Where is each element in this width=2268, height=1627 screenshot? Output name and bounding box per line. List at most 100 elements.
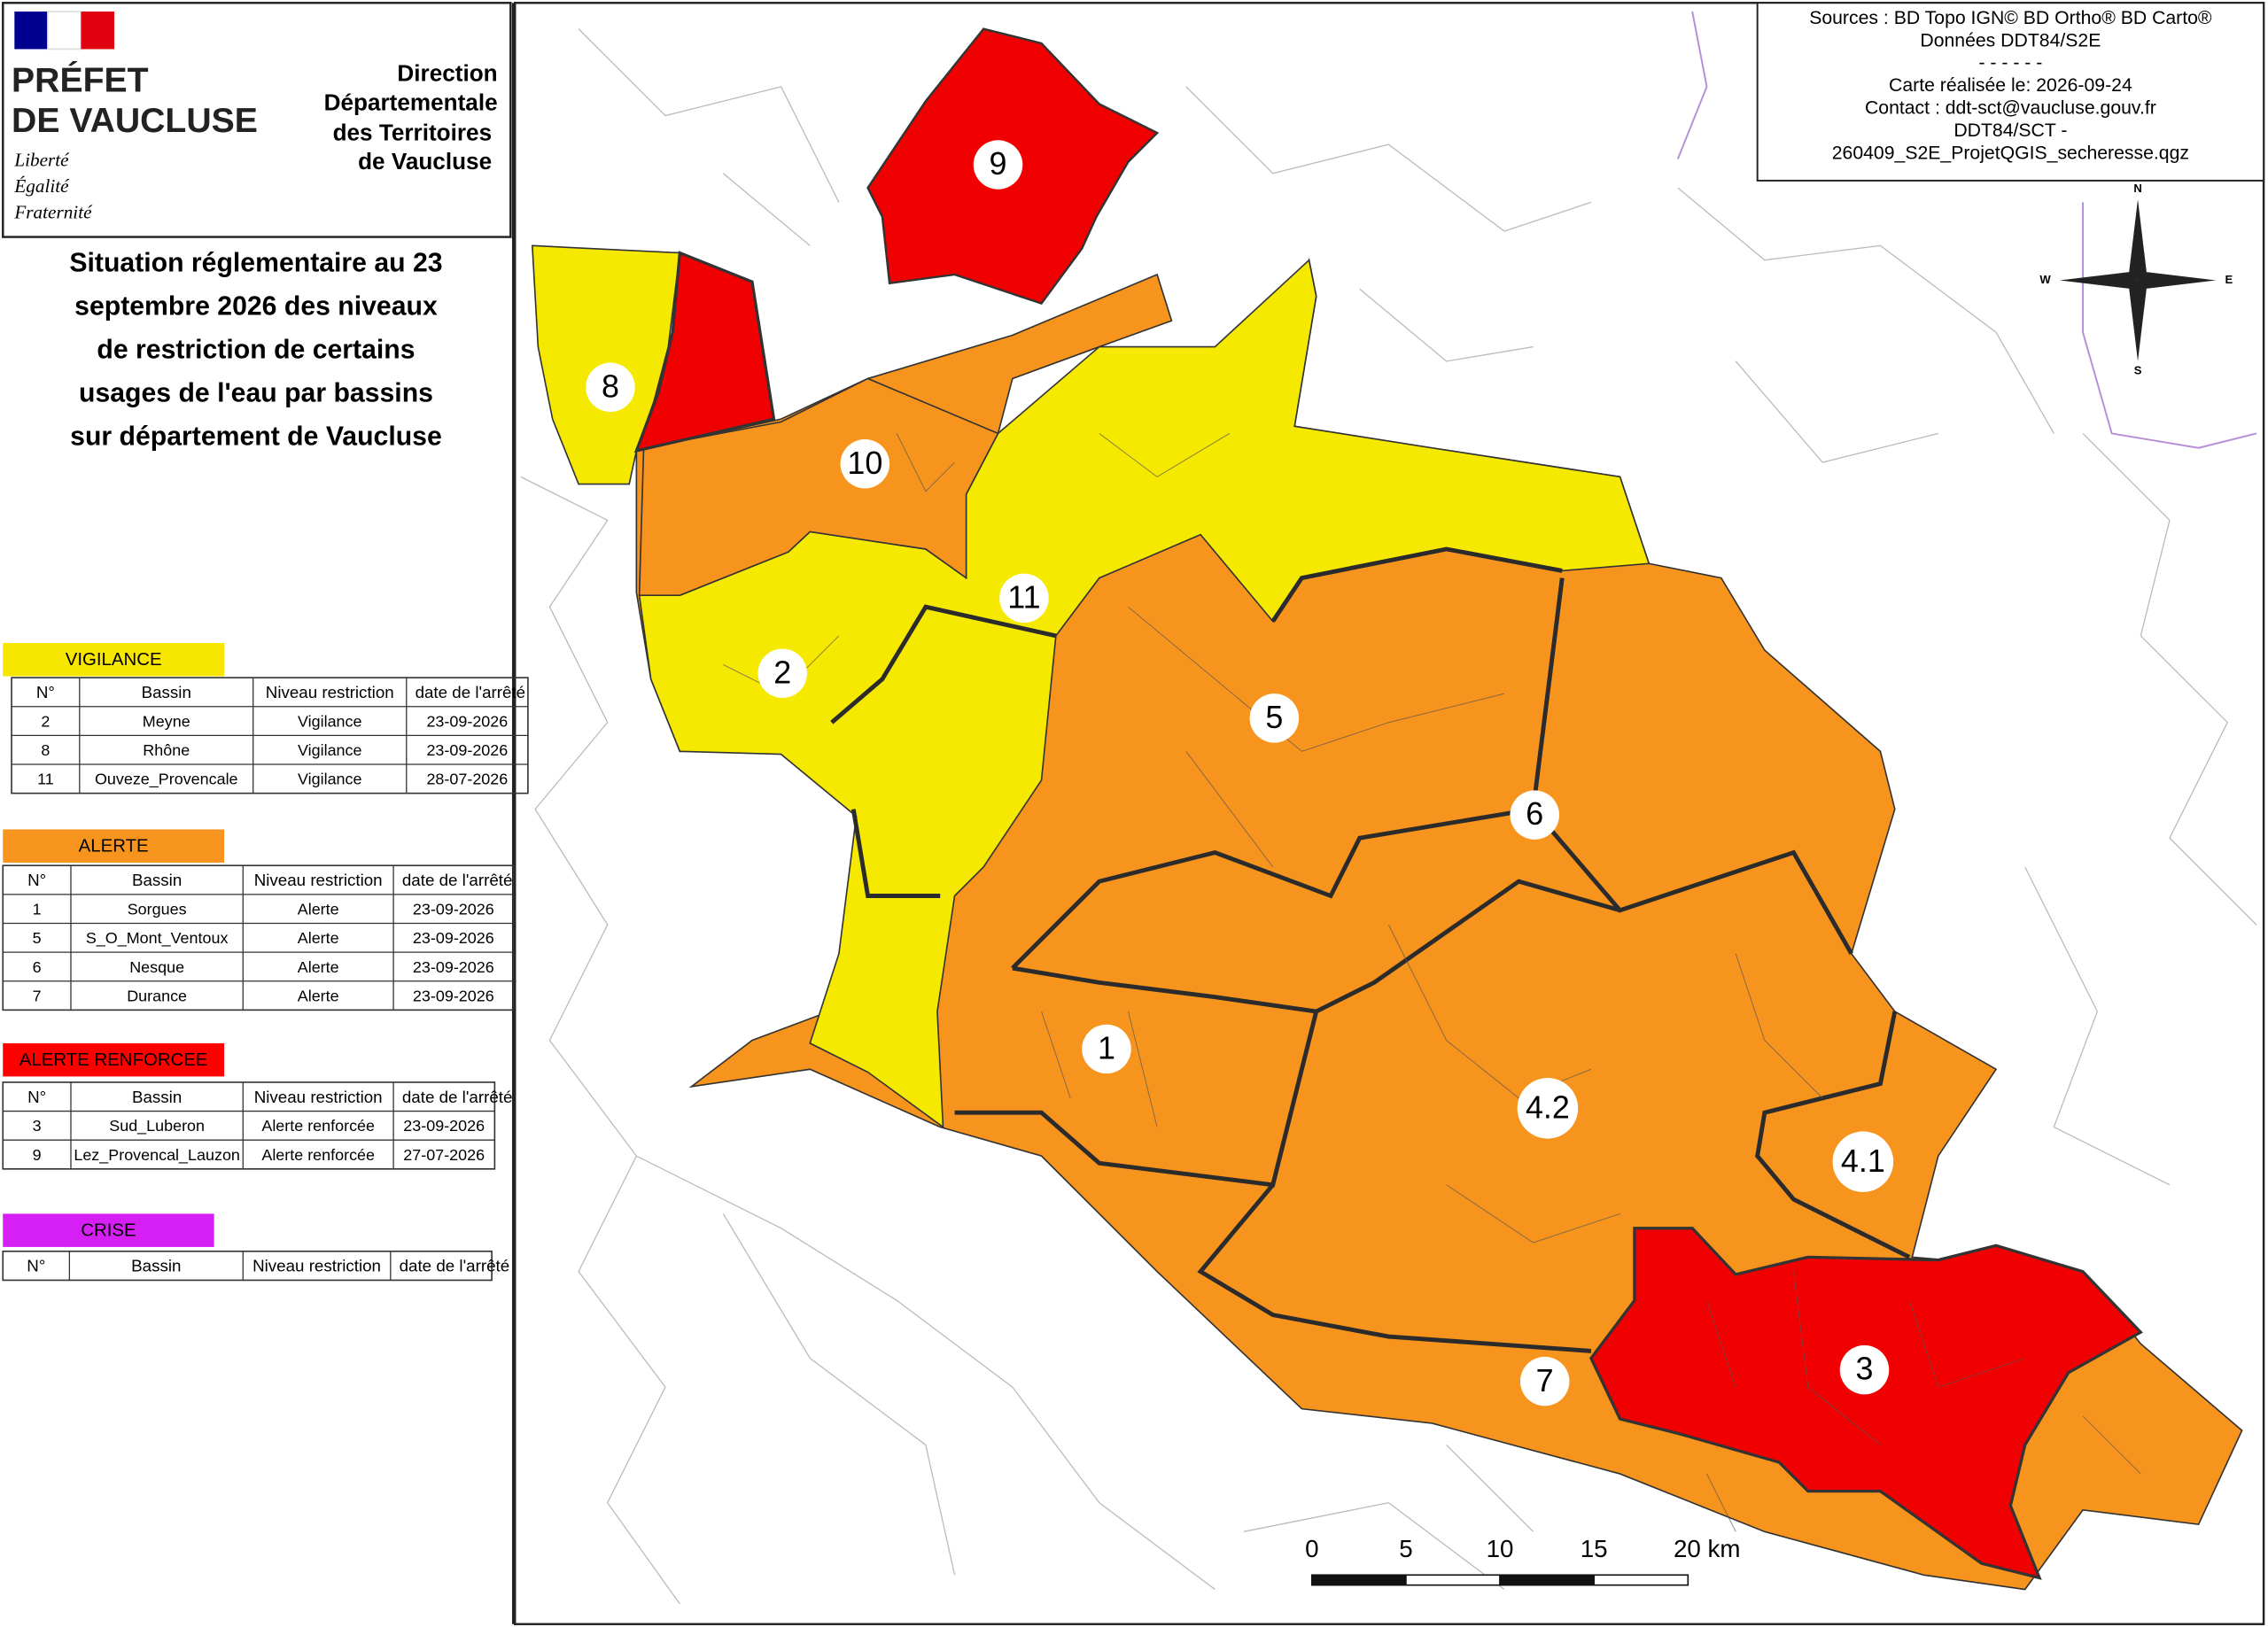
table-cell: 1 [33, 901, 42, 918]
source-line: Carte réalisée le: 2026-09-24 [1889, 75, 2132, 96]
basin-boundary [1270, 546, 1563, 623]
direction: Direction [397, 60, 497, 87]
commune-line [2024, 432, 2257, 1186]
commune-line [722, 1213, 956, 1576]
column-header: Niveau restriction [266, 683, 394, 701]
basin-boundary [1531, 808, 1853, 955]
column-header: date de l'arrêté [400, 1257, 510, 1275]
table-cell: 27-07-2026 [403, 1146, 485, 1164]
level-header [3, 1042, 225, 1077]
table-cell: 7 [33, 987, 42, 1004]
table-cell: Alerte [298, 901, 339, 918]
table-cell: Rhône [143, 741, 190, 759]
title-line: sur département de Vaucluse [70, 422, 442, 451]
basin-marker [973, 140, 1023, 190]
column-header: N° [36, 683, 55, 701]
column-header: N° [27, 871, 46, 889]
table-cell: 3 [33, 1117, 42, 1135]
basin-marker [1832, 1131, 1894, 1192]
basin-boundary [1755, 1011, 1911, 1259]
scale-label: 5 [1399, 1535, 1412, 1562]
map: 9 8 10 11 2 5 6 1 4.2 4.1 3 7 [520, 11, 2257, 1605]
commune-line [1677, 187, 2054, 463]
basin-label: 8 [602, 368, 619, 404]
direction: des Territoires [333, 120, 493, 146]
column-header: date de l'arrêté [402, 1088, 513, 1106]
title-line: usages de l'eau par bassins [79, 378, 433, 407]
title-line: septembre 2026 des niveaux [74, 291, 438, 321]
basin-label: 10 [847, 445, 882, 481]
table-cell: 9 [33, 1146, 42, 1164]
flag-red [81, 12, 114, 50]
motto: Liberté [13, 150, 70, 171]
sources: Sources : BD Topo IGN© BD Ortho® BD Cart… [1809, 8, 2212, 164]
table-cell: Vigilance [298, 741, 362, 759]
flag-blue [14, 12, 48, 50]
table-border [2, 1251, 493, 1282]
title-line: de restriction de certains [97, 335, 415, 364]
level-label: ALERTE RENFORCEE [19, 1050, 208, 1070]
basin-labels: 9 8 10 11 2 5 6 1 4.2 4.1 3 7 [586, 140, 1894, 1406]
table-cell: Alerte [298, 987, 339, 1004]
source-line: DDT84/SCT - [1953, 120, 2067, 141]
table-border [2, 1081, 496, 1170]
basin-boundary [850, 809, 941, 898]
table-cell: Sorgues [128, 901, 187, 918]
basin-marker [1519, 1356, 1570, 1406]
scale-segment [1593, 1574, 1689, 1586]
commune-line [520, 476, 680, 1605]
basin-label: 2 [773, 655, 791, 690]
level-header [3, 642, 225, 677]
table-cell: Nesque [129, 958, 184, 976]
column-header: Bassin [131, 1257, 181, 1275]
table-cell: 23-09-2026 [426, 741, 508, 759]
basin-label: 4.1 [1841, 1143, 1885, 1179]
basin-area-red [1589, 1227, 2143, 1580]
basin-label: 1 [1098, 1031, 1115, 1066]
basin-label: 6 [1526, 796, 1543, 832]
table-cell: Sud_Luberon [109, 1117, 205, 1135]
table-cell: 23-09-2026 [426, 712, 508, 730]
legend: VIGILANCE N° Bassin Niveau restriction date … [2, 642, 529, 1282]
commune-line [1243, 1444, 1534, 1591]
table-cell: 6 [33, 958, 42, 976]
source-line: Sources : BD Topo IGN© BD Ortho® BD Cart… [1809, 8, 2212, 28]
table-cell: 5 [33, 929, 42, 947]
basin-marker [1249, 693, 1300, 743]
compass-label: N [2133, 182, 2141, 195]
basin-marker [757, 648, 808, 698]
direction: Départementale [324, 89, 498, 115]
flag [14, 11, 114, 50]
table-cell: 11 [37, 771, 54, 788]
basin-label: 4.2 [1526, 1089, 1570, 1125]
basin-boundary [830, 604, 1057, 724]
scale-label: 15 [1581, 1535, 1608, 1562]
table-cell: Alerte renforcée [261, 1146, 375, 1164]
basin-marker [840, 438, 890, 489]
table-cell: Lez_Provencal_Lauzon [74, 1146, 240, 1165]
direction: de Vaucluse [358, 148, 492, 174]
compass-arrow [2138, 271, 2217, 290]
table-cell: 23-09-2026 [403, 1117, 485, 1135]
level-header [3, 1213, 214, 1247]
level-label: VIGILANCE [66, 650, 162, 670]
column-header: N° [27, 1088, 46, 1106]
source-line: - - - - - - [1978, 53, 2042, 74]
commune-line [636, 1155, 1216, 1591]
table-cell: Alerte renforcée [261, 1117, 375, 1135]
level-header [3, 829, 225, 863]
motto: Fraternité [13, 201, 93, 222]
table-cell: Vigilance [298, 771, 362, 788]
scale-label: 0 [1305, 1535, 1318, 1562]
table-cell: 23-09-2026 [413, 958, 494, 976]
basin-area-orange [638, 377, 999, 596]
compass: N S E W [2039, 182, 2233, 377]
table-cell: Alerte [298, 958, 339, 976]
table-cell: Ouveze_Provencale [95, 771, 238, 789]
column-header: Niveau restriction [254, 871, 383, 889]
table-cell: 23-09-2026 [413, 929, 494, 947]
table-cell: Durance [127, 987, 187, 1004]
basin-boundaries [830, 546, 1911, 1353]
